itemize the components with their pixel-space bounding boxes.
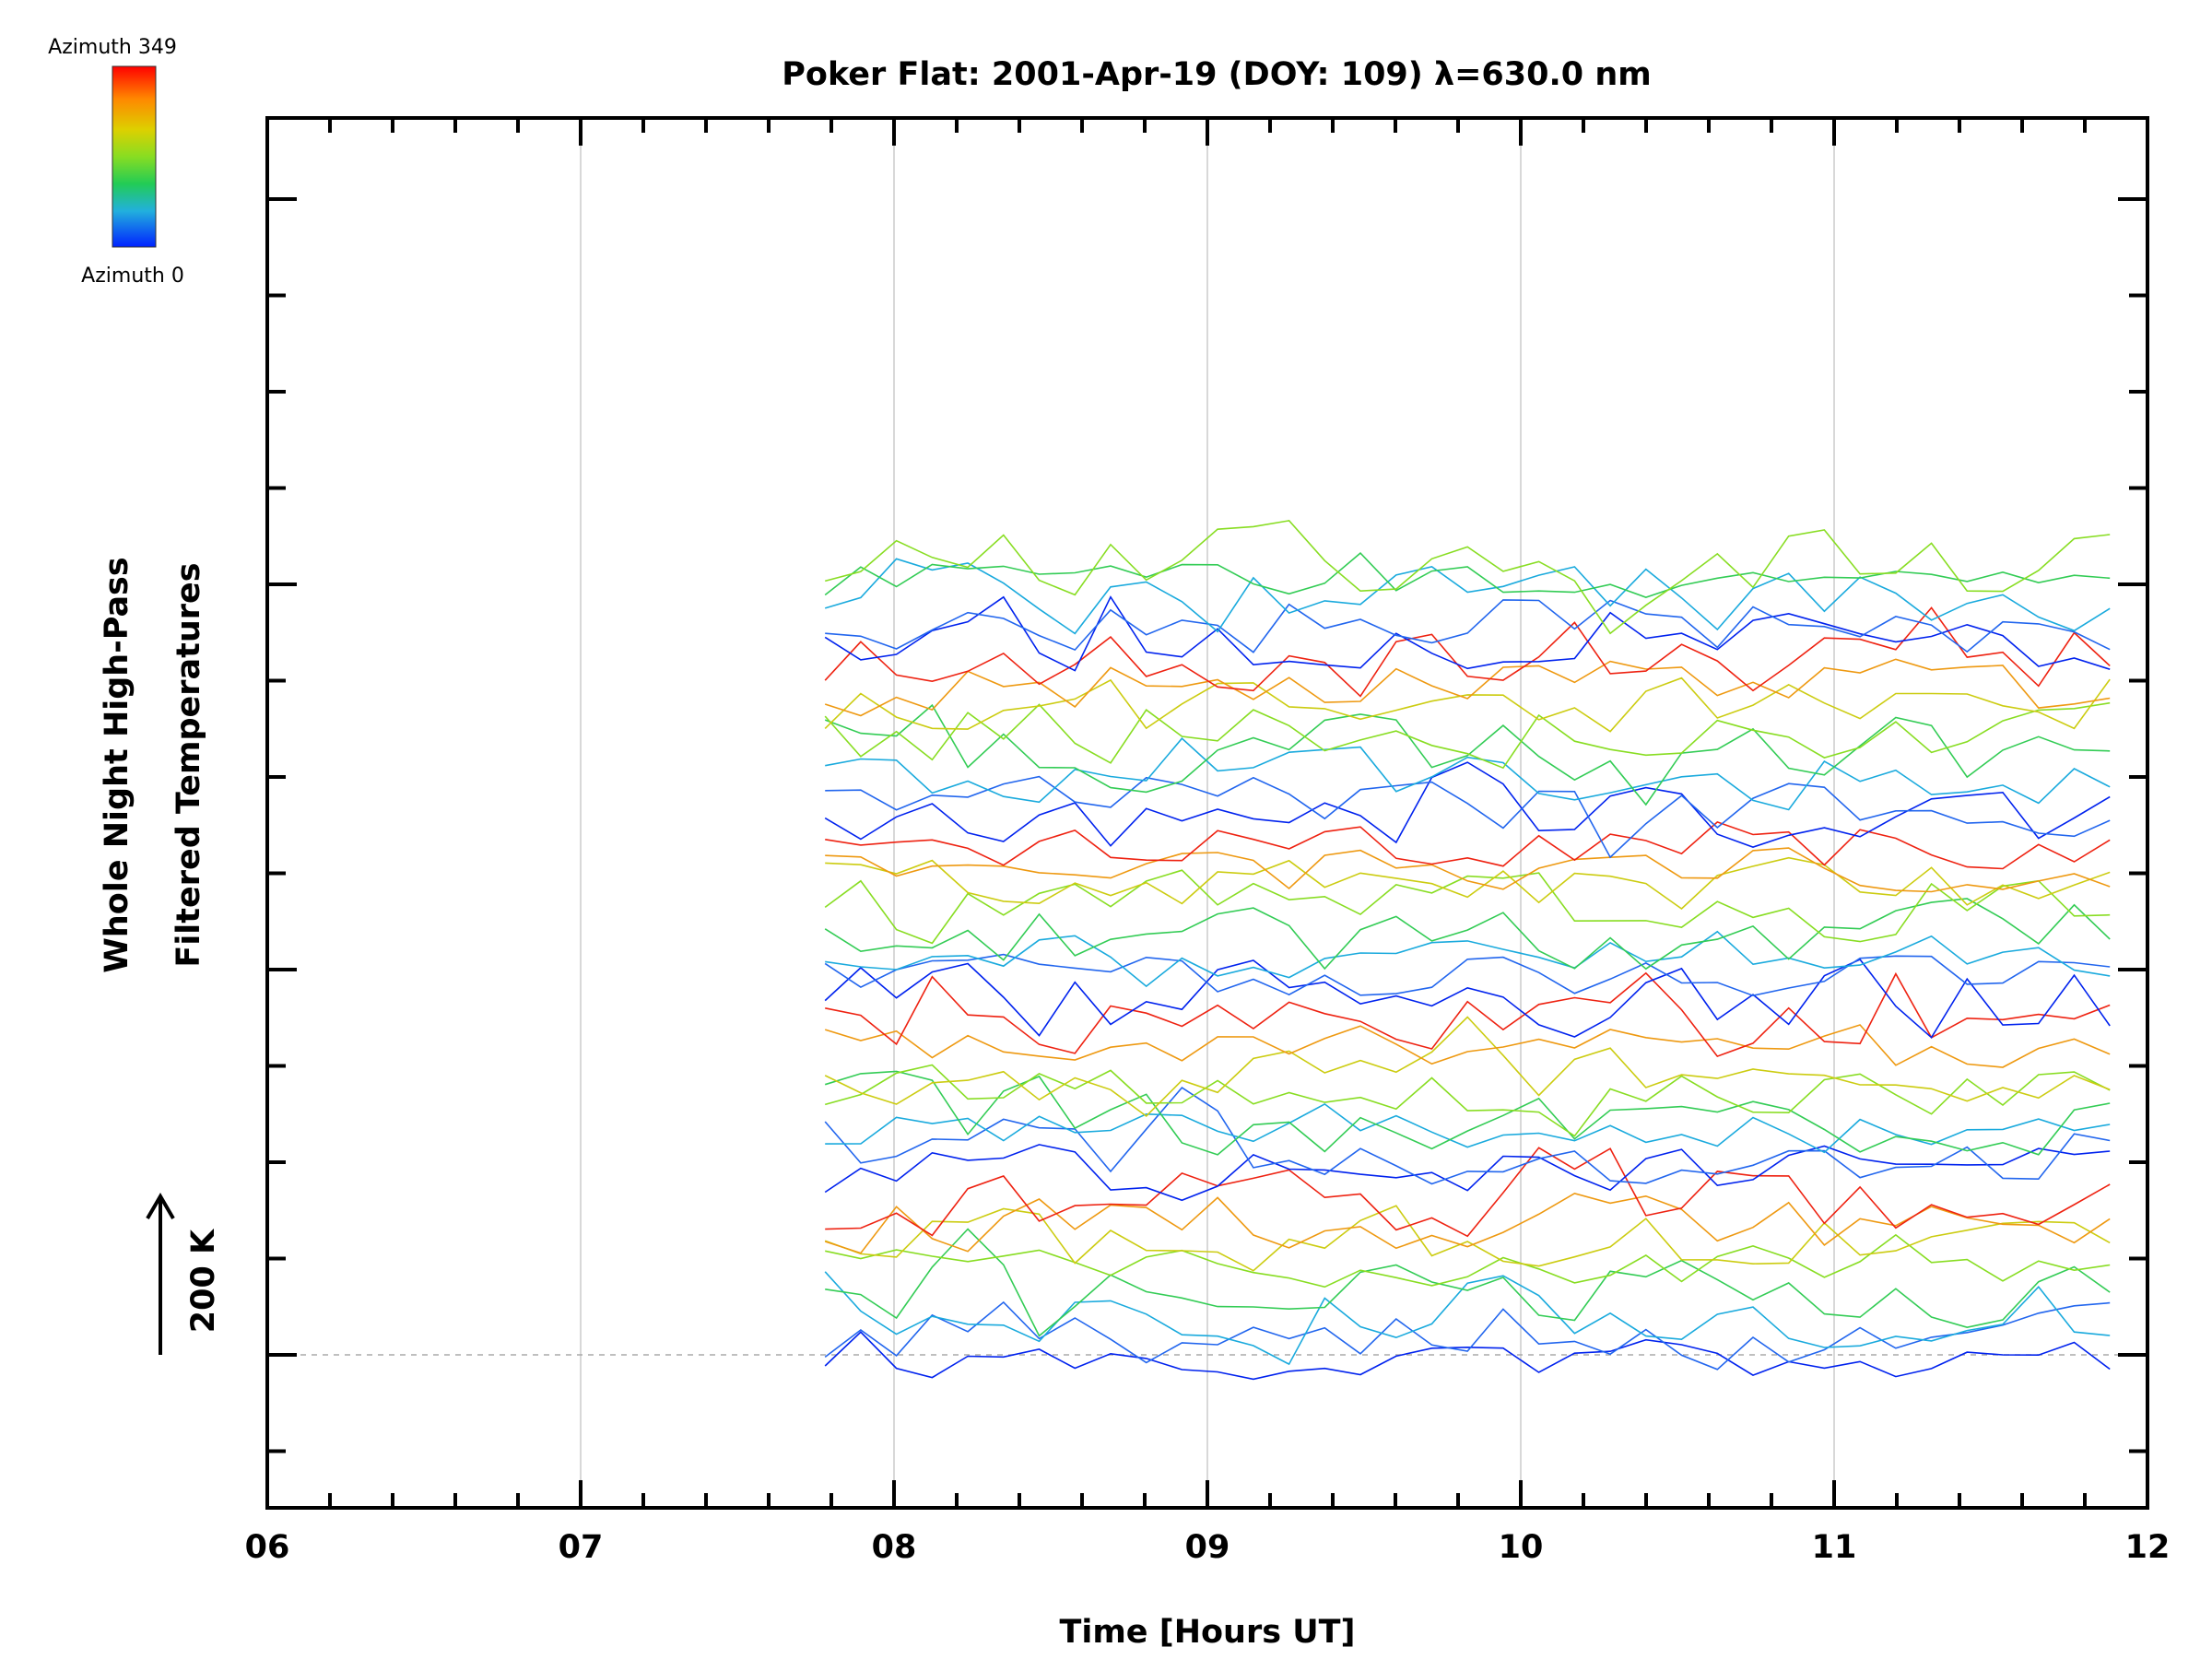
series-line (825, 971, 2111, 1058)
series-line (824, 1331, 2111, 1381)
x-tick-labels: 06 07 08 09 10 11 12 (245, 1529, 2171, 1566)
series-line (824, 606, 2111, 698)
series-line (825, 820, 2111, 870)
series-line (824, 558, 2111, 635)
x-tick-label: 12 (2125, 1529, 2171, 1566)
scale-bar: 200 K (146, 1193, 222, 1355)
series-line (825, 599, 2111, 653)
series-line (824, 658, 2111, 717)
series-line (825, 1147, 2111, 1238)
colorbar-top-label: Azimuth 349 (48, 36, 177, 59)
series-line (824, 677, 2111, 733)
series-line (824, 953, 2111, 997)
series-line (825, 847, 2111, 893)
colorbar-legend: Azimuth 349 Azimuth 0 (48, 36, 184, 288)
y-axis-label-line2: Filtered Temperatures (171, 562, 207, 967)
scale-bar-label: 200 K (185, 1228, 222, 1333)
scale-bar-arrowhead (146, 1193, 175, 1220)
series-line (824, 1192, 2111, 1254)
axis-ticks (267, 118, 2147, 1508)
series-line (825, 1228, 2111, 1337)
series-line (824, 1070, 2111, 1156)
series-line (824, 520, 2111, 635)
series-line (824, 1271, 2111, 1366)
series-line (824, 761, 2111, 848)
series-line (824, 1205, 2111, 1272)
x-tick-label: 06 (245, 1529, 290, 1566)
series-line (824, 1087, 2111, 1185)
series-line (824, 1016, 2111, 1118)
x-tick-label: 09 (1185, 1529, 1230, 1566)
series-line (824, 595, 2111, 672)
series-line (824, 898, 2111, 971)
series-line (825, 1233, 2111, 1288)
series-line (824, 1144, 2111, 1202)
series-line (825, 737, 2111, 811)
y-axis-label-line1: Whole Night High-Pass (99, 557, 135, 972)
series-line (824, 1300, 2111, 1371)
x-tick-label: 10 (1499, 1529, 1544, 1566)
series-line (824, 1064, 2111, 1137)
series-line (825, 775, 2111, 859)
series-line (825, 930, 2111, 988)
series-line (824, 703, 2111, 806)
series-lines (824, 520, 2111, 1381)
series-line (825, 856, 2111, 911)
series-line (824, 869, 2111, 945)
x-tick-label: 08 (872, 1529, 917, 1566)
series-line (824, 1024, 2111, 1068)
series-line (824, 959, 2111, 1039)
colorbar-gradient (112, 65, 157, 248)
chart-title: Poker Flat: 2001-Apr-19 (DOY: 109) λ=630… (782, 56, 1651, 93)
series-line (825, 1102, 2111, 1154)
colorbar-bottom-label: Azimuth 0 (81, 265, 184, 288)
x-tick-label: 07 (559, 1529, 604, 1566)
series-line (824, 701, 2111, 770)
x-axis-label: Time [Hours UT] (1059, 1614, 1355, 1651)
series-line (824, 552, 2111, 598)
y-axis-label: Whole Night High-Pass Filtered Temperatu… (99, 557, 207, 972)
plot-frame (265, 116, 2149, 1510)
x-tick-label: 11 (1812, 1529, 1857, 1566)
